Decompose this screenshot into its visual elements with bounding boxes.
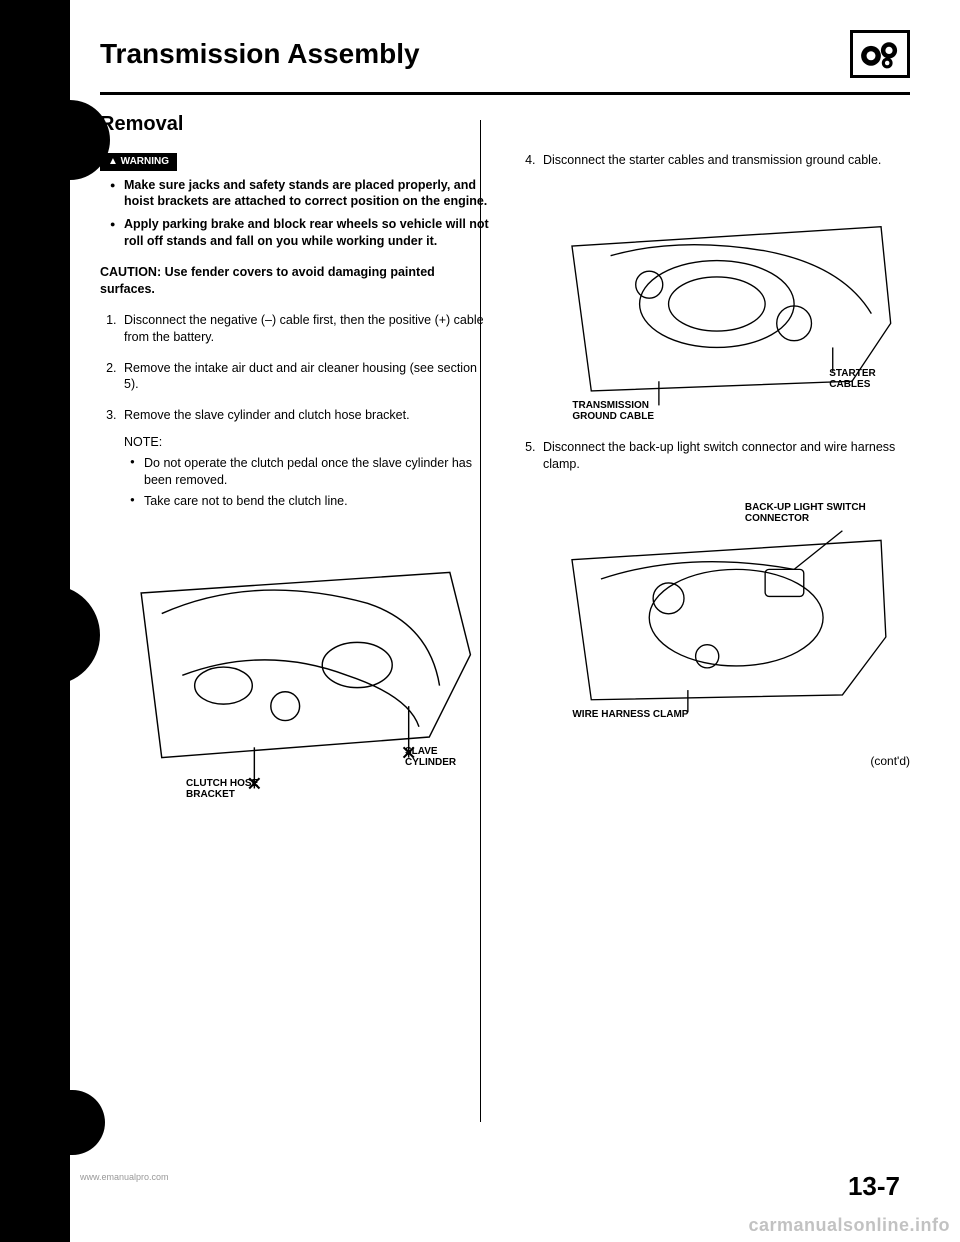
- figure-label: TRANSMISSIONGROUND CABLE: [572, 400, 654, 422]
- procedure-steps-right: Disconnect the starter cables and transm…: [519, 152, 910, 723]
- figure-slave-cylinder: CLUTCH HOSEBRACKET SLAVECYLINDER: [100, 530, 491, 800]
- two-column-body: ▲ WARNING Make sure jacks and safety sta…: [100, 152, 910, 820]
- left-column: ▲ WARNING Make sure jacks and safety sta…: [100, 152, 491, 820]
- warning-list: Make sure jacks and safety stands are pl…: [100, 177, 491, 251]
- figure-label: STARTERCABLES: [829, 368, 875, 390]
- binder-tab: [0, 1090, 105, 1155]
- step-text: Remove the slave cylinder and clutch hos…: [124, 408, 410, 422]
- note-bullet: Do not operate the clutch pedal once the…: [130, 455, 491, 489]
- step-item: Remove the intake air duct and air clean…: [120, 360, 491, 394]
- manual-page: Transmission Assembly Removal ▲ WARNING …: [0, 0, 960, 1242]
- note-bullet: Take care not to bend the clutch line.: [130, 493, 491, 510]
- step-item: Disconnect the negative (–) cable first,…: [120, 312, 491, 346]
- transmission-gear-icon: [850, 30, 910, 78]
- page-header: Transmission Assembly: [100, 30, 910, 95]
- note-bullets: Do not operate the clutch pedal once the…: [124, 455, 491, 510]
- procedure-steps-left: Disconnect the negative (–) cable first,…: [100, 312, 491, 510]
- figure-label: BACK-UP LIGHT SWITCHCONNECTOR: [745, 502, 866, 524]
- binder-tab: [0, 585, 100, 685]
- figure-starter-cables: TRANSMISSIONGROUND CABLE STARTERCABLES: [543, 189, 910, 419]
- warning-item: Make sure jacks and safety stands are pl…: [110, 177, 491, 211]
- right-column: Disconnect the starter cables and transm…: [519, 152, 910, 820]
- figure-backup-switch: BACK-UP LIGHT SWITCHCONNECTOR WIRE HARNE…: [543, 493, 910, 723]
- caution-text: CAUTION: Use fender covers to avoid dama…: [100, 264, 491, 298]
- note-label: NOTE:: [124, 434, 491, 451]
- binder-tab: [0, 100, 110, 180]
- step-item: Disconnect the starter cables and transm…: [539, 152, 910, 419]
- continued-label: (cont'd): [519, 753, 910, 769]
- figure-label: WIRE HARNESS CLAMP: [572, 709, 688, 720]
- step-text: Disconnect the back-up light switch conn…: [543, 440, 895, 471]
- warning-badge: ▲ WARNING: [100, 153, 177, 171]
- figure-label: CLUTCH HOSEBRACKET: [186, 778, 258, 800]
- watermark: carmanualsonline.info: [748, 1215, 950, 1236]
- page-title: Transmission Assembly: [100, 38, 420, 70]
- warning-item: Apply parking brake and block rear wheel…: [110, 216, 491, 250]
- section-heading: Removal: [100, 113, 910, 136]
- step-item: Remove the slave cylinder and clutch hos…: [120, 407, 491, 509]
- step-text: Remove the intake air duct and air clean…: [124, 361, 477, 392]
- page-number: 13-7: [848, 1171, 900, 1202]
- step-text: Disconnect the starter cables and transm…: [543, 153, 881, 167]
- illustration-icon: [543, 493, 910, 723]
- figure-label: SLAVECYLINDER: [405, 746, 456, 768]
- step-item: Disconnect the back-up light switch conn…: [539, 439, 910, 723]
- step-note: NOTE: Do not operate the clutch pedal on…: [124, 434, 491, 510]
- footer-source: www.emanualpro.com: [80, 1172, 169, 1182]
- step-text: Disconnect the negative (–) cable first,…: [124, 313, 484, 344]
